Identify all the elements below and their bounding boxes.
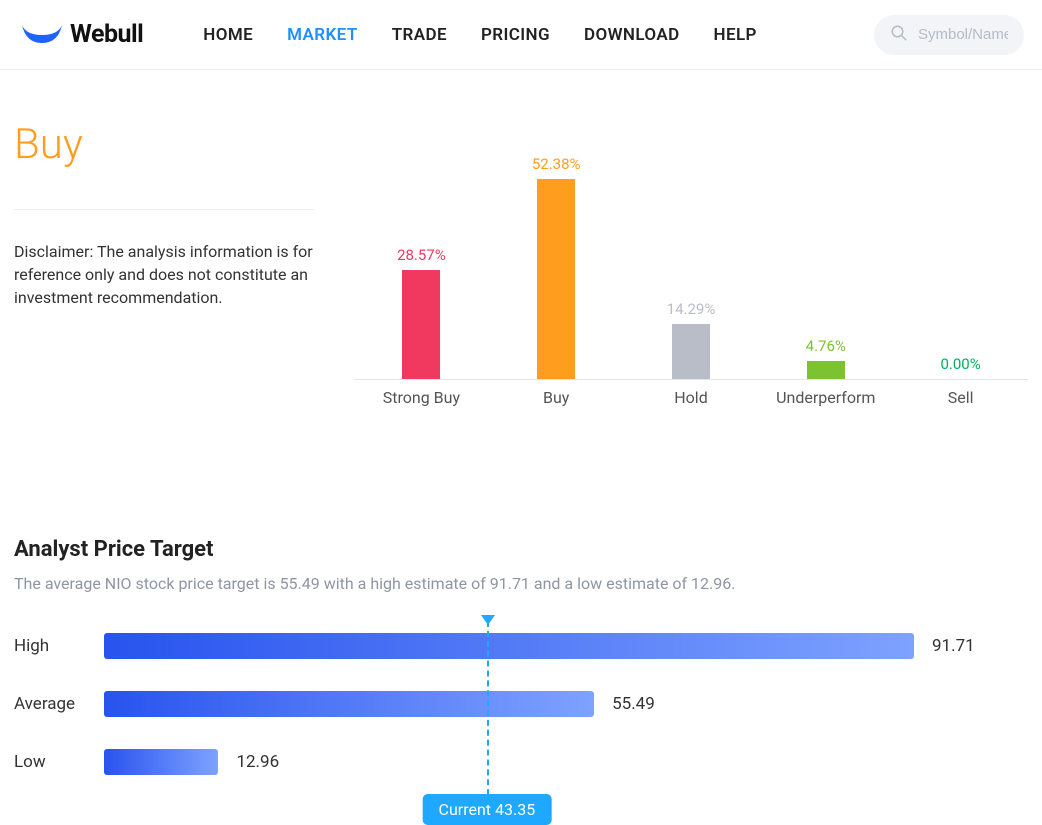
price-target-subtitle: The average NIO stock price target is 55…: [14, 574, 1028, 593]
top-header: Webull HOME MARKET TRADE PRICING DOWNLOA…: [0, 0, 1042, 70]
price-target-section: Analyst Price Target The average NIO sto…: [0, 537, 1042, 815]
rating-bar-value: 14.29%: [667, 300, 716, 318]
main-nav: HOME MARKET TRADE PRICING DOWNLOAD HELP: [203, 25, 757, 45]
webull-icon: [18, 17, 66, 53]
rating-bar-box: [402, 270, 440, 379]
rating-bar-box: [807, 361, 845, 379]
search-icon: [890, 24, 908, 46]
pt-label-low: Low: [14, 752, 104, 772]
pt-label-high: High: [14, 636, 104, 656]
rating-bar-1: 52.38%: [489, 120, 624, 379]
rating-summary: Buy Disclaimer: The analysis information…: [14, 120, 314, 407]
pt-bar-high: [104, 633, 914, 659]
rating-bar-value: 0.00%: [940, 355, 980, 373]
rating-bar-label: Hold: [624, 388, 759, 407]
pt-row-average: Average 55.49: [14, 691, 1028, 717]
pt-val-average: 55.49: [612, 694, 655, 714]
nav-trade[interactable]: TRADE: [392, 25, 447, 45]
rating-bar-box: [537, 179, 575, 379]
rating-bar-box: [672, 324, 710, 379]
rating-bar-2: 14.29%: [624, 120, 759, 379]
pt-bar-low: [104, 749, 218, 775]
rating-bar-label: Sell: [893, 388, 1028, 407]
search-box[interactable]: [874, 15, 1024, 55]
rating-bar-4: 0.00%: [893, 120, 1028, 379]
rating-bar-0: 28.57%: [354, 120, 489, 379]
pt-label-average: Average: [14, 694, 104, 714]
nav-home[interactable]: HOME: [203, 25, 253, 45]
price-target-title: Analyst Price Target: [14, 537, 1028, 562]
brand-logo[interactable]: Webull: [18, 17, 143, 53]
rating-disclaimer: Disclaimer: The analysis information is …: [14, 240, 314, 310]
rating-bar-label: Underperform: [758, 388, 893, 407]
divider: [14, 209, 314, 210]
pt-val-low: 12.96: [236, 752, 279, 772]
rating-bar-3: 4.76%: [758, 120, 893, 379]
rating-bar-label: Strong Buy: [354, 388, 489, 407]
nav-pricing[interactable]: PRICING: [481, 25, 550, 45]
pt-row-low: Low 12.96: [14, 749, 1028, 775]
rating-bar-value: 52.38%: [532, 155, 581, 173]
rating-bar-label: Buy: [489, 388, 624, 407]
nav-market[interactable]: MARKET: [287, 25, 358, 45]
rating-bar-value: 28.57%: [397, 246, 446, 264]
nav-help[interactable]: HELP: [714, 25, 757, 45]
nav-download[interactable]: DOWNLOAD: [584, 25, 680, 45]
rating-headline: Buy: [14, 120, 314, 169]
pt-val-high: 91.71: [932, 636, 975, 656]
rating-chart: 28.57% 52.38% 14.29% 4.76% 0.00% Strong BuyB…: [354, 120, 1028, 407]
rating-bar-value: 4.76%: [806, 337, 846, 355]
pt-row-high: High 91.71: [14, 633, 1028, 659]
search-input[interactable]: [918, 26, 1008, 43]
brand-name: Webull: [70, 20, 143, 49]
pt-bar-average: [104, 691, 594, 717]
current-price-line: [487, 621, 489, 805]
